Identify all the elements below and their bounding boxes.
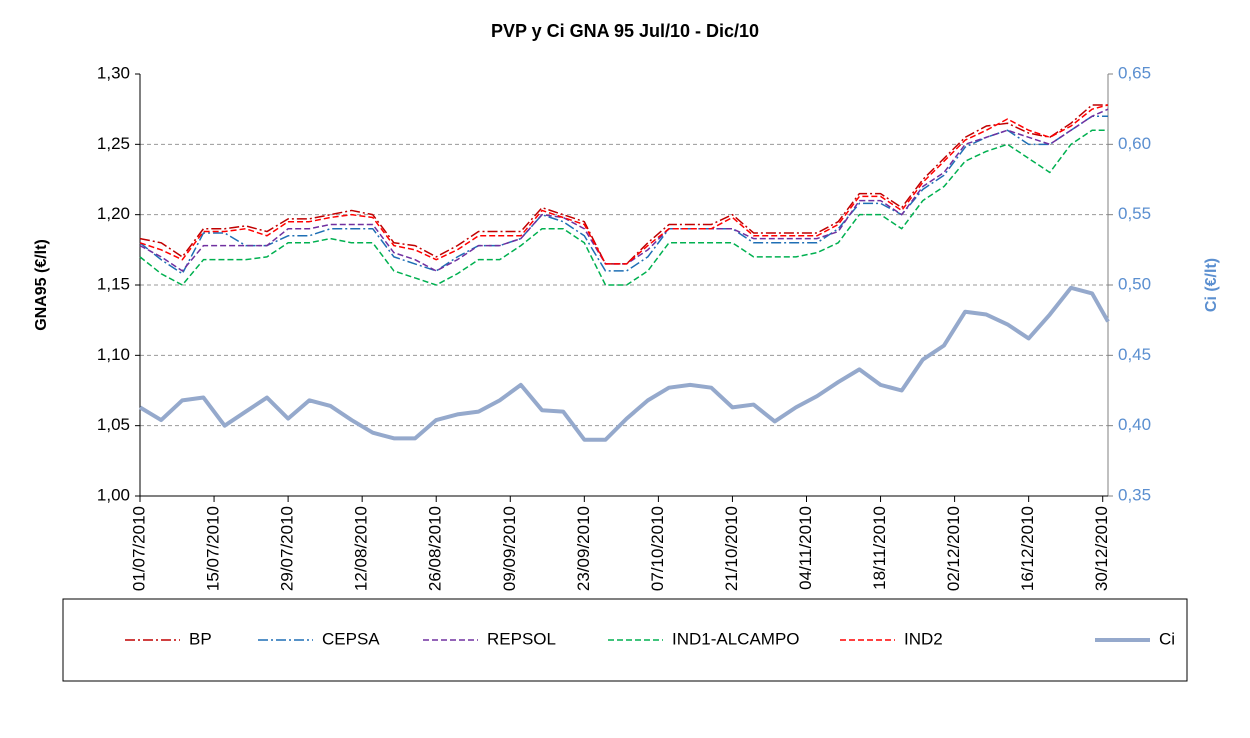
legend-label: IND1-ALCAMPO (672, 629, 800, 648)
x-tick-label: 07/10/2010 (648, 506, 667, 591)
legend-label: REPSOL (487, 629, 556, 648)
y2-axis-label: Ci (€/lt) (1203, 258, 1220, 312)
x-tick-label: 01/07/2010 (129, 506, 148, 591)
y-tick-label: 1,20 (97, 204, 130, 223)
legend-label: BP (189, 629, 212, 648)
legend-label: IND2 (904, 629, 943, 648)
series-line (139, 104, 1109, 265)
x-tick-label: 21/10/2010 (722, 506, 741, 591)
x-tick-label: 18/11/2010 (870, 506, 889, 590)
y-tick-label: 1,25 (97, 134, 130, 153)
series-line (139, 104, 1108, 265)
x-tick-label: 26/08/2010 (426, 506, 445, 591)
chart-title: PVP y Ci GNA 95 Jul/10 - Dic/10 (491, 21, 759, 41)
series-line (139, 108, 1109, 272)
series-line (138, 285, 1110, 442)
y-axis-label: GNA95 (€/lt) (33, 239, 50, 331)
legend-label: CEPSA (322, 629, 380, 648)
y2-tick-label: 0,60 (1118, 134, 1151, 153)
y-tick-label: 1,10 (97, 345, 130, 364)
x-tick-label: 16/12/2010 (1018, 506, 1037, 591)
y2-tick-label: 0,65 (1118, 63, 1151, 82)
y-tick-label: 1,05 (97, 415, 130, 434)
y-tick-label: 1,00 (97, 485, 130, 504)
y2-tick-label: 0,40 (1118, 415, 1151, 434)
series-line (139, 129, 1108, 286)
x-tick-label: 23/09/2010 (574, 506, 593, 591)
series-line (139, 115, 1108, 275)
x-tick-label: 02/12/2010 (944, 506, 963, 591)
y2-tick-label: 0,55 (1118, 204, 1151, 223)
x-tick-label: 29/07/2010 (278, 506, 297, 591)
x-tick-label: 04/11/2010 (796, 506, 815, 590)
y2-tick-label: 0,45 (1118, 345, 1151, 364)
legend-box (62, 598, 1188, 682)
y2-tick-label: 0,35 (1118, 485, 1151, 504)
x-tick-label: 12/08/2010 (352, 506, 371, 591)
legend-label: Ci (1159, 629, 1175, 648)
x-tick-label: 30/12/2010 (1092, 506, 1111, 591)
x-tick-label: 15/07/2010 (204, 506, 223, 591)
y2-tick-label: 0,50 (1118, 274, 1151, 293)
y-tick-label: 1,30 (97, 63, 130, 82)
x-tick-label: 09/09/2010 (500, 506, 519, 591)
y-tick-label: 1,15 (97, 274, 130, 293)
